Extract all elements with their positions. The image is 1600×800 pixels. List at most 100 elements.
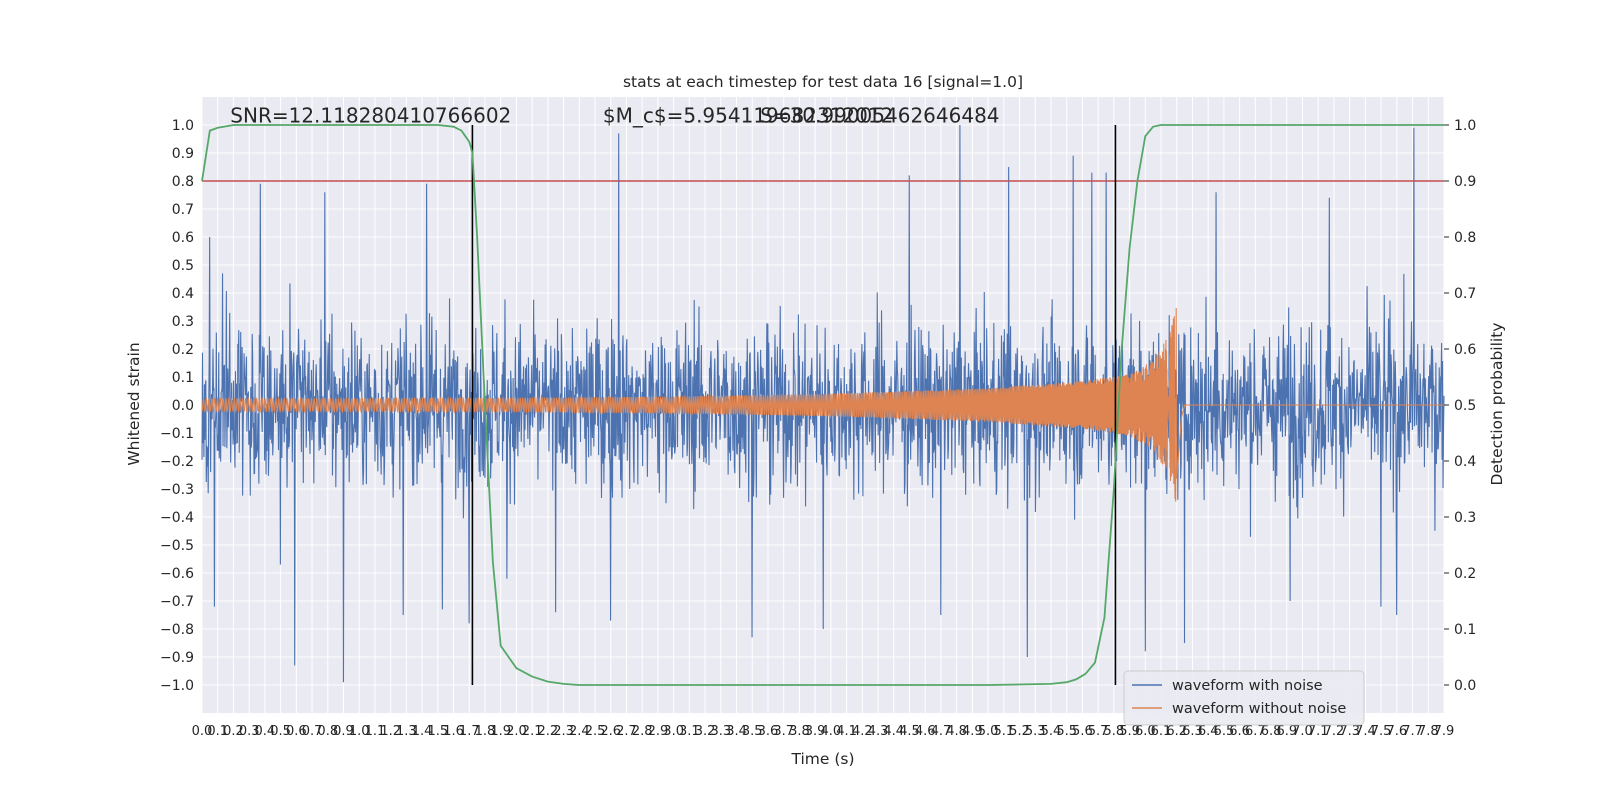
x-tick-label: 3.3: [710, 724, 731, 739]
x-tick-label: 5.3: [1025, 724, 1046, 739]
x-tick-label: 2.7: [616, 724, 637, 739]
x-tick-label: 4.3: [868, 724, 889, 739]
legend-label-noise: waveform with noise: [1172, 678, 1323, 694]
x-tick-label: 7.4: [1355, 724, 1376, 739]
y-tick-label: 0.8: [172, 174, 194, 190]
x-tick-label: 3.4: [726, 724, 747, 739]
y2-tick-label: 0.8: [1454, 230, 1476, 246]
x-tick-label: 6.7: [1245, 724, 1266, 739]
x-tick-label: 3.1: [679, 724, 700, 739]
y-tick-label: 0.9: [172, 146, 194, 162]
x-tick-label: 6.5: [1214, 724, 1235, 739]
y-tick-label: 0.5: [172, 258, 194, 274]
y-tick-label: −0.6: [160, 566, 194, 582]
x-tick-label: 1.8: [475, 724, 496, 739]
x-tick-label: 0.4: [255, 724, 276, 739]
x-tick-label: 5.6: [1072, 724, 1093, 739]
x-tick-label: 3.6: [758, 724, 779, 739]
x-tick-label: 5.1: [993, 724, 1014, 739]
x-tick-label: 2.3: [553, 724, 574, 739]
x-tick-label: 4.4: [883, 724, 904, 739]
x-tick-label: 0.8: [317, 724, 338, 739]
x-tick-label: 5.7: [1088, 724, 1109, 739]
legend-label-clean: waveform without noise: [1172, 701, 1346, 717]
series-detection-probability: [201, 124, 1444, 686]
y-tick-label: 0.2: [172, 342, 194, 358]
y2-tick-label: 0.6: [1454, 342, 1476, 358]
y-tick-label: 0.3: [172, 314, 194, 330]
x-tick-label: 5.4: [1041, 724, 1062, 739]
x-tick-label: 1.2: [380, 724, 401, 739]
chirp-trace: [201, 307, 1444, 502]
x-tick-label: 4.6: [915, 724, 936, 739]
x-tick-label: 0.9: [333, 724, 354, 739]
x-tick-label: 2.8: [632, 724, 653, 739]
series-waveform-with-noise: [201, 124, 1445, 683]
x-tick-label: 0.7: [302, 724, 323, 739]
annotation-text: $M_c$=5.954119682312012: [603, 104, 893, 128]
x-tick-label: 2.1: [522, 724, 543, 739]
x-tick-label: 3.2: [695, 724, 716, 739]
y2-axis-label: Detection probability: [1488, 323, 1506, 486]
y2-tick-label: 0.0: [1454, 678, 1476, 694]
x-tick-label: 1.5: [427, 724, 448, 739]
chart-title: stats at each timestep for test data 16 …: [623, 73, 1023, 91]
x-tick-label: 4.9: [962, 724, 983, 739]
y2-tick-label: 0.5: [1454, 398, 1476, 414]
x-tick-label: 2.0: [506, 724, 527, 739]
probability-trace: [201, 124, 1444, 686]
y-tick-label: −1.0: [160, 678, 194, 694]
y-tick-label: 0.7: [172, 202, 194, 218]
y2-tick-label: 1.0: [1454, 118, 1476, 134]
x-tick-label: 5.9: [1119, 724, 1140, 739]
y-tick-label: −0.3: [160, 482, 194, 498]
y-tick-label: −0.7: [160, 594, 194, 610]
y-tick-label: 0.4: [172, 286, 194, 302]
vertical-markers: [471, 125, 1117, 685]
x-tick-label: 2.2: [538, 724, 559, 739]
x-tick-label: 0.5: [270, 724, 291, 739]
x-tick-label: 4.5: [899, 724, 920, 739]
x-tick-label: 2.6: [600, 724, 621, 739]
y-tick-label: −0.9: [160, 650, 194, 666]
noise-trace: [201, 124, 1445, 683]
x-tick-label: 6.8: [1261, 724, 1282, 739]
x-tick-label: 2.4: [569, 724, 590, 739]
x-tick-label: 1.9: [490, 724, 511, 739]
y-tick-label: −0.1: [160, 426, 194, 442]
x-tick-label: 5.8: [1104, 724, 1125, 739]
tick-labels: 0.00.10.20.30.40.50.60.70.80.91.01.11.21…: [160, 118, 1476, 739]
y-axis-label: Whitened strain: [125, 342, 143, 465]
x-tick-label: 6.1: [1151, 724, 1172, 739]
y-tick-label: 0.1: [172, 370, 194, 386]
x-tick-label: 1.7: [459, 724, 480, 739]
x-tick-label: 4.2: [852, 724, 873, 739]
x-tick-label: 1.6: [443, 724, 464, 739]
y-tick-label: 1.0: [172, 118, 194, 134]
x-tick-label: 7.9: [1434, 724, 1455, 739]
x-tick-label: 3.0: [663, 724, 684, 739]
y2-tick-label: 0.7: [1454, 286, 1476, 302]
x-tick-label: 4.7: [931, 724, 952, 739]
annotations: SNR=12.118280410766602 $M_c$=5.9541196823…: [230, 104, 999, 128]
y2-tick-label: 0.3: [1454, 510, 1476, 526]
x-tick-label: 2.5: [585, 724, 606, 739]
y2-tick-label: 0.9: [1454, 174, 1476, 190]
y-tick-label: −0.8: [160, 622, 194, 638]
y-tick-label: 0.0: [172, 398, 194, 414]
x-tick-label: 3.7: [773, 724, 794, 739]
x-tick-label: 3.9: [805, 724, 826, 739]
x-tick-label: 4.0: [821, 724, 842, 739]
x-tick-label: 0.1: [207, 724, 228, 739]
x-tick-label: 6.0: [1135, 724, 1156, 739]
y2-tick-label: 0.4: [1454, 454, 1476, 470]
x-tick-label: 1.1: [365, 724, 386, 739]
x-tick-label: 7.1: [1308, 724, 1329, 739]
x-tick-label: 6.9: [1276, 724, 1297, 739]
x-tick-label: 7.7: [1402, 724, 1423, 739]
x-tick-label: 6.3: [1182, 724, 1203, 739]
x-tick-label: 3.5: [742, 724, 763, 739]
series-waveform-without-noise: [201, 307, 1444, 502]
y-tick-label: −0.2: [160, 454, 194, 470]
legend: waveform with noise waveform without noi…: [1123, 670, 1365, 726]
